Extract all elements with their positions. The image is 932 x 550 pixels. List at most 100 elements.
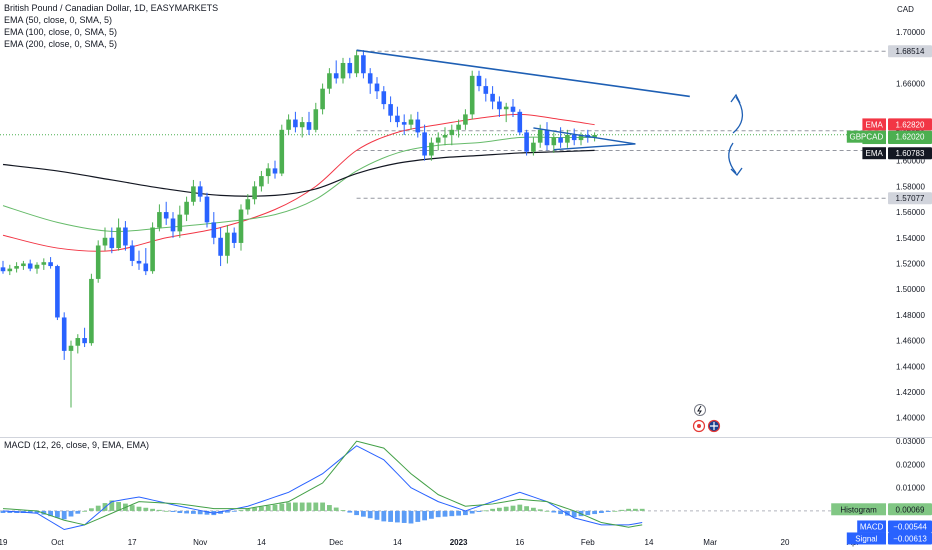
histogram-bar: [605, 510, 611, 512]
histogram-bar: [204, 510, 210, 515]
histogram-bar: [524, 506, 529, 511]
histogram-bar: [571, 510, 577, 518]
histogram-bar: [463, 510, 468, 516]
candle-body: [531, 142, 536, 152]
ema-price-label-bg: [888, 118, 932, 131]
histogram-bar: [313, 502, 319, 511]
candle-body: [170, 218, 176, 232]
candle-body: [109, 237, 115, 249]
histogram-bar: [531, 507, 536, 511]
candle-body: [286, 119, 291, 130]
candle-body: [75, 338, 81, 346]
candle-body: [354, 55, 359, 74]
y-tick-label: 1.42000: [896, 388, 925, 397]
candle-body: [361, 55, 366, 74]
histogram-bar: [218, 510, 223, 514]
price-axis[interactable]: CAD1.700001.660001.620001.600001.580001.…: [896, 5, 925, 493]
candle-body: [27, 263, 33, 269]
candle-body: [463, 114, 468, 125]
macd-value-label-name: MACD: [860, 522, 884, 531]
signal-value-label-name: Signal: [855, 534, 877, 543]
histogram-bar: [279, 503, 285, 511]
histogram-bar: [34, 510, 40, 514]
histogram-bar: [197, 510, 203, 515]
candle-body: [21, 263, 26, 267]
time-axis[interactable]: 19Oct17Nov14Dec14202316Feb14Mar20Apr: [0, 538, 860, 547]
y-tick-label: 1.66000: [896, 80, 925, 89]
histogram-bar: [272, 504, 278, 511]
y-tick-label: 1.44000: [896, 362, 925, 371]
current-price-label-name: GBPCAD: [850, 133, 884, 142]
histogram-bar: [177, 510, 183, 514]
candle-body: [490, 93, 495, 102]
histogram-bar: [320, 502, 325, 511]
y-tick-label: 1.40000: [896, 414, 925, 423]
candle-body: [41, 262, 47, 265]
histogram-bar: [449, 510, 455, 517]
trendline: [533, 127, 636, 145]
ema-price-label-name: EMA: [866, 149, 884, 158]
histogram-bar: [388, 510, 393, 522]
histogram-bar: [0, 510, 6, 514]
histogram-bar: [456, 510, 461, 516]
trendline: [553, 143, 636, 151]
candle-body: [449, 129, 455, 135]
macd-y-tick-label: 0.03000: [896, 437, 925, 446]
candle-body: [401, 122, 407, 125]
candle-body: [313, 109, 319, 130]
histogram-bar: [293, 502, 298, 511]
horizontal-levels: [0, 50, 886, 199]
macd-value-label-bg: [888, 520, 932, 533]
histogram-bar: [333, 507, 339, 511]
candle-body: [592, 134, 597, 138]
candle-body: [503, 106, 509, 110]
level-label-value: 1.57077: [896, 194, 925, 203]
candle-body: [435, 137, 441, 143]
macd-y-tick-label: 0.02000: [896, 460, 925, 469]
histogram-bar: [231, 510, 237, 512]
histogram-bar: [75, 510, 81, 514]
candle-body: [510, 106, 516, 112]
histogram-bar: [259, 506, 264, 511]
macd-legend[interactable]: MACD (12, 26, close, 9, EMA, EMA): [4, 440, 150, 450]
histogram-bar: [299, 502, 305, 511]
ema200-legend[interactable]: EMA (200, close, 0, SMA, 5): [4, 39, 118, 49]
x-tick-label: 2023: [450, 538, 468, 547]
ema-price-label-value: 1.62820: [896, 120, 925, 129]
histogram-bar: [184, 510, 189, 514]
histogram-bar: [129, 505, 135, 511]
histogram-bar: [354, 510, 359, 516]
histogram-bar: [503, 506, 509, 511]
symbol-title[interactable]: British Pound / Canadian Dollar, 1D, EAS…: [4, 3, 219, 13]
histogram-bar: [327, 505, 332, 511]
candle-body: [123, 227, 128, 246]
candle-body: [340, 62, 346, 79]
histogram-bar: [143, 507, 149, 511]
candle-body: [231, 232, 237, 243]
candle-body: [89, 278, 94, 344]
y-axis-unit-label: CAD: [897, 5, 914, 14]
x-tick-label: 14: [645, 538, 654, 547]
macd-value-label-name-bg: [857, 520, 886, 533]
trendlines[interactable]: [356, 49, 690, 151]
up-arrow-icon: [732, 96, 744, 134]
histogram-bar: [361, 510, 366, 517]
histogram-bar: [163, 510, 169, 512]
candle-body: [293, 119, 298, 128]
candle-body: [204, 196, 210, 223]
candle-body: [218, 237, 223, 256]
ema-price-label-value: 1.60783: [896, 149, 925, 158]
candle-body: [469, 75, 475, 115]
level-label-value: 1.68514: [896, 47, 925, 56]
candle-body: [68, 345, 74, 351]
level-label-bg: [888, 192, 932, 205]
event-icons[interactable]: [692, 404, 721, 433]
candle-body: [136, 260, 142, 264]
histogram-bar: [395, 510, 400, 523]
ema100-legend[interactable]: EMA (100, close, 0, SMA, 5): [4, 27, 118, 37]
candle-body: [259, 176, 264, 187]
histogram-bar: [89, 508, 94, 511]
ema50-legend[interactable]: EMA (50, close, 0, SMA, 5): [4, 15, 113, 25]
current-price-label-value: 1.62020: [896, 133, 925, 142]
